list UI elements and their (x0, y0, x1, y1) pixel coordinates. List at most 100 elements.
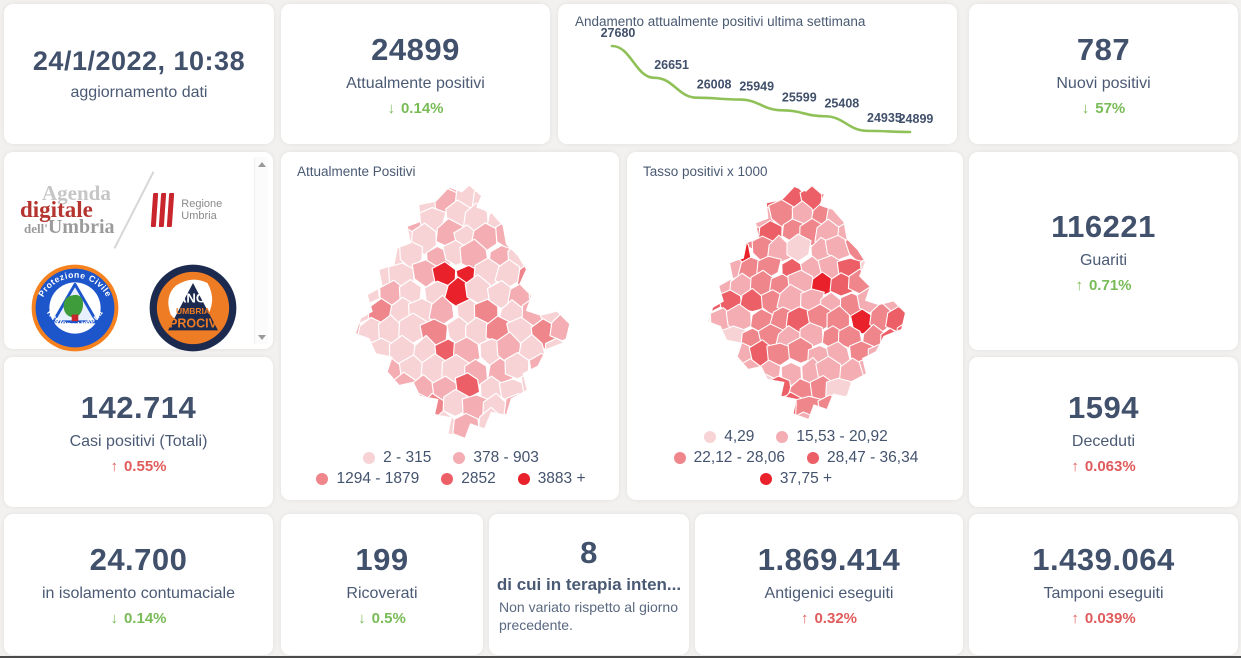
municipality-shape[interactable] (708, 339, 736, 365)
municipality-shape[interactable] (887, 239, 914, 267)
municipality-shape[interactable] (338, 181, 364, 197)
scrollbar-up-button[interactable] (255, 157, 268, 171)
municipality-shape[interactable] (521, 184, 547, 216)
municipality-shape[interactable] (322, 338, 349, 363)
municipality-shape[interactable] (484, 429, 512, 449)
municipality-shape[interactable] (315, 284, 341, 310)
municipality-shape[interactable] (356, 237, 384, 271)
municipality-shape[interactable] (675, 223, 700, 249)
municipality-shape[interactable] (331, 353, 359, 380)
municipality-shape[interactable] (442, 388, 469, 417)
municipality-shape[interactable] (689, 302, 713, 331)
municipality-shape[interactable] (699, 252, 723, 279)
municipality-shape[interactable] (884, 410, 909, 428)
municipality-shape[interactable] (702, 356, 725, 382)
municipality-shape[interactable] (342, 185, 372, 218)
municipality-shape[interactable] (887, 270, 914, 300)
municipality-shape[interactable] (418, 181, 445, 193)
municipality-shape[interactable] (381, 390, 405, 419)
municipality-shape[interactable] (387, 407, 414, 438)
municipality-shape[interactable] (673, 411, 693, 428)
municipality-shape[interactable] (726, 413, 750, 428)
municipality-shape[interactable] (787, 336, 814, 364)
choropleth-map-tasso-positivi[interactable] (643, 181, 949, 428)
municipality-shape[interactable] (709, 373, 736, 402)
municipality-shape[interactable] (866, 181, 894, 191)
municipality-shape[interactable] (718, 217, 742, 245)
municipality-shape[interactable] (546, 396, 574, 426)
municipality-shape[interactable] (345, 295, 372, 325)
municipality-shape[interactable] (520, 370, 548, 399)
municipality-shape[interactable] (848, 181, 875, 196)
municipality-shape[interactable] (528, 352, 556, 381)
municipality-shape[interactable] (342, 373, 370, 402)
municipality-shape[interactable] (530, 203, 557, 234)
municipality-shape[interactable] (407, 411, 436, 442)
choropleth-map-attualmente-positivi[interactable] (297, 181, 605, 449)
municipality-shape[interactable] (324, 259, 351, 291)
municipality-shape[interactable] (817, 394, 843, 421)
municipality-shape[interactable] (317, 392, 344, 416)
municipality-shape[interactable] (858, 356, 886, 381)
municipality-shape[interactable] (859, 256, 885, 283)
municipality-shape[interactable] (547, 181, 575, 194)
municipality-shape[interactable] (889, 378, 913, 408)
municipality-shape[interactable] (888, 341, 914, 366)
municipality-shape[interactable] (846, 199, 873, 227)
municipality-shape[interactable] (766, 410, 794, 428)
municipality-shape[interactable] (686, 202, 710, 226)
municipality-shape[interactable] (355, 199, 383, 232)
municipality-shape[interactable] (700, 394, 725, 419)
municipality-shape[interactable] (877, 185, 905, 211)
municipality-shape[interactable] (687, 181, 711, 190)
municipality-shape[interactable] (728, 181, 751, 197)
municipality-shape[interactable] (527, 434, 555, 449)
municipality-shape[interactable] (541, 368, 570, 400)
municipality-shape[interactable] (543, 222, 569, 256)
municipality-shape[interactable] (876, 391, 903, 417)
municipality-shape[interactable] (334, 206, 362, 237)
municipality-shape[interactable] (863, 371, 890, 403)
municipality-shape[interactable] (707, 406, 729, 428)
municipality-shape[interactable] (321, 372, 347, 397)
municipality-shape[interactable] (550, 243, 580, 274)
municipality-shape[interactable] (896, 359, 920, 386)
municipality-shape[interactable] (708, 237, 736, 262)
municipality-shape[interactable] (348, 413, 372, 445)
municipality-shape[interactable] (552, 281, 579, 307)
municipality-shape[interactable] (356, 427, 381, 449)
municipality-shape[interactable] (363, 412, 393, 441)
municipality-shape[interactable] (345, 263, 374, 290)
municipality-shape[interactable] (506, 203, 535, 232)
municipality-shape[interactable] (681, 258, 703, 282)
municipality-shape[interactable] (683, 360, 706, 383)
municipality-shape[interactable] (860, 392, 886, 419)
municipality-shape[interactable] (675, 287, 701, 315)
municipality-shape[interactable] (847, 404, 873, 428)
municipality-shape[interactable] (326, 223, 351, 249)
municipality-shape[interactable] (767, 181, 792, 195)
municipality-shape[interactable] (354, 355, 382, 385)
municipality-shape[interactable] (700, 220, 724, 246)
municipality-shape[interactable] (531, 181, 559, 197)
municipality-shape[interactable] (871, 271, 894, 299)
municipality-shape[interactable] (519, 409, 547, 440)
municipality-shape[interactable] (738, 186, 764, 215)
municipality-shape[interactable] (828, 406, 855, 428)
municipality-shape[interactable] (840, 187, 866, 211)
municipality-shape[interactable] (504, 351, 530, 380)
municipality-shape[interactable] (487, 181, 518, 196)
municipality-shape[interactable] (497, 412, 525, 444)
municipality-shape[interactable] (367, 184, 395, 215)
municipality-shape[interactable] (554, 431, 579, 449)
municipality-shape[interactable] (687, 377, 713, 407)
municipality-shape[interactable] (538, 412, 567, 440)
municipality-shape[interactable] (357, 393, 387, 422)
municipality-shape[interactable] (679, 181, 704, 207)
scrollbar-down-button[interactable] (255, 330, 268, 344)
municipality-shape[interactable] (400, 181, 430, 199)
municipality-shape[interactable] (706, 197, 733, 229)
municipality-shape[interactable] (878, 361, 903, 389)
municipality-shape[interactable] (528, 274, 559, 306)
municipality-shape[interactable] (528, 240, 555, 266)
